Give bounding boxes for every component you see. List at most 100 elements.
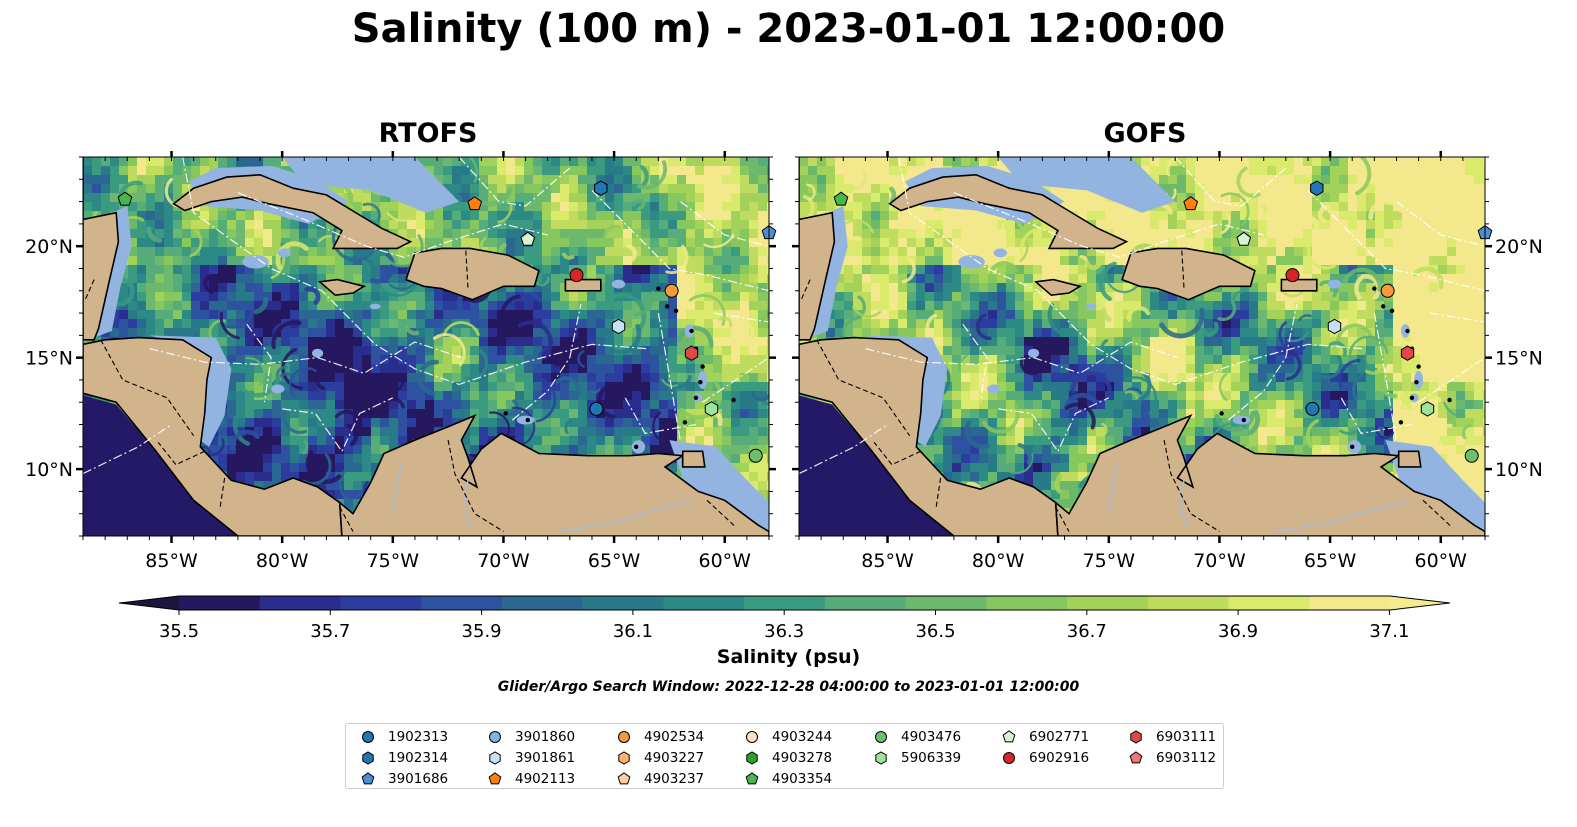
float-marker-6903111[interactable] xyxy=(684,345,699,361)
legend-item-4903237[interactable]: 4903237 xyxy=(616,768,704,789)
lat-tick-label: 15°N xyxy=(25,348,73,370)
map-panel-gofs[interactable]: 85°W 80°W 75°W 70°W 65°W 60°W 20°N 15°N 10°N xyxy=(784,151,1543,572)
float-marker-4903354[interactable] xyxy=(117,191,133,206)
legend-marker-4902534[interactable] xyxy=(618,730,630,743)
colorbar-segment xyxy=(663,596,745,610)
legend-item-3901861[interactable]: 3901861 xyxy=(487,747,575,768)
float-marker-6902916[interactable] xyxy=(1285,268,1300,283)
float-marker-6902771[interactable] xyxy=(1236,231,1252,246)
legend-item-4903476[interactable]: 4903476 xyxy=(873,726,961,747)
land-yucatan xyxy=(799,157,836,341)
legend-marker-6902916[interactable] xyxy=(1003,751,1015,764)
lon-tick-label: 80°W xyxy=(256,550,309,572)
land xyxy=(83,157,769,536)
legend-item-4903244[interactable]: 4903244 xyxy=(744,726,832,747)
pentagon-marker-icon xyxy=(617,771,631,784)
legend-marker-5906339[interactable] xyxy=(875,750,887,765)
legend-item-4903354[interactable]: 4903354 xyxy=(744,768,832,789)
eez-boundaries xyxy=(83,157,769,475)
legend-label: 5906339 xyxy=(901,749,962,766)
float-marker-3901861[interactable] xyxy=(1327,318,1342,335)
lat-tick-label: 20°N xyxy=(25,236,73,258)
float-marker-1902313[interactable] xyxy=(1305,401,1320,416)
legend-item-4902534[interactable]: 4902534 xyxy=(616,726,704,747)
float-marker-4903476[interactable] xyxy=(1464,448,1479,463)
legend-marker-6903111[interactable] xyxy=(1130,729,1142,744)
legend-marker-4903237[interactable] xyxy=(617,771,631,784)
float-marker-1902314[interactable] xyxy=(1310,180,1324,196)
float-marker-4902534[interactable] xyxy=(664,283,679,298)
legend-marker-6902771[interactable] xyxy=(1002,729,1016,742)
legend-item-6903111[interactable]: 6903111 xyxy=(1128,726,1216,747)
legend-column: 4903244 4903278 4903354 xyxy=(744,726,832,789)
float-marker-3901861[interactable] xyxy=(611,318,626,335)
legend-item-4903278[interactable]: 4903278 xyxy=(744,747,832,768)
legend-item-6902771[interactable]: 6902771 xyxy=(1001,726,1089,747)
float-marker-5906339[interactable] xyxy=(704,401,719,417)
lon-tick-label: 75°W xyxy=(1083,550,1136,572)
hexagon-marker-icon xyxy=(362,750,374,765)
legend-marker-4902113[interactable] xyxy=(488,771,502,784)
float-marker-6902771[interactable] xyxy=(520,231,536,246)
float-marker-6903111[interactable] xyxy=(1400,345,1415,361)
colorbar-tick-label: 35.7 xyxy=(310,621,350,642)
legend-label: 6903112 xyxy=(1156,749,1217,766)
land-centralam xyxy=(799,336,1059,536)
legend-item-3901860[interactable]: 3901860 xyxy=(487,726,575,747)
legend-item-6903112[interactable]: 6903112 xyxy=(1128,747,1216,768)
float-markers xyxy=(117,180,777,463)
legend-marker-4903227[interactable] xyxy=(618,750,630,765)
legend-marker-4903278[interactable] xyxy=(746,750,758,765)
colorbar-segment xyxy=(582,596,664,610)
pentagon-marker-icon xyxy=(488,771,502,784)
float-marker-5906339[interactable] xyxy=(1420,401,1435,417)
circle-marker-icon xyxy=(1003,751,1015,764)
legend-marker-1902313[interactable] xyxy=(362,730,374,743)
lat-tick-label: 15°N xyxy=(1495,348,1543,370)
lon-tick-label: 65°W xyxy=(588,550,641,572)
colorbar-tick-label: 35.5 xyxy=(159,621,199,642)
panel-title-rtofs: RTOFS xyxy=(378,118,478,149)
legend-marker-1902314[interactable] xyxy=(362,750,374,765)
land-trinidad xyxy=(681,450,706,468)
legend-marker-3901860[interactable] xyxy=(489,730,501,743)
land-puertorico xyxy=(564,278,602,292)
colorbar-segment xyxy=(1067,596,1149,610)
legend-label: 4903237 xyxy=(644,770,705,787)
legend-item-6902916[interactable]: 6902916 xyxy=(1001,747,1089,768)
legend-label: 3901860 xyxy=(515,728,576,745)
legend-marker-4903244[interactable] xyxy=(746,730,758,743)
float-marker-4903476[interactable] xyxy=(748,448,763,463)
legend-item-1902314[interactable]: 1902314 xyxy=(360,747,448,768)
legend-marker-3901861[interactable] xyxy=(489,750,501,765)
legend-item-4902113[interactable]: 4902113 xyxy=(487,768,575,789)
figure-title: Salinity (100 m) - 2023-01-01 12:00:00 xyxy=(351,6,1226,52)
colorbar-tick-label: 37.1 xyxy=(1369,621,1409,642)
lat-tick-label: 20°N xyxy=(1495,236,1543,258)
float-marker-4902534[interactable] xyxy=(1380,283,1395,298)
pacific-deep-water xyxy=(83,395,238,536)
map-panel-rtofs[interactable]: 85°W 80°W 75°W 70°W 65°W 60°W 20°N 15°N 10°N xyxy=(25,151,786,572)
legend-marker-4903476[interactable] xyxy=(875,730,887,743)
float-marker-4902113[interactable] xyxy=(467,196,483,211)
float-marker-4903354[interactable] xyxy=(833,191,849,206)
legend-item-3901686[interactable]: 3901686 xyxy=(360,768,448,789)
legend-item-5906339[interactable]: 5906339 xyxy=(873,747,961,768)
legend-marker-6903112[interactable] xyxy=(1129,750,1143,763)
legend-marker-3901686[interactable] xyxy=(361,771,375,784)
float-marker-6902916[interactable] xyxy=(569,268,584,283)
legend-item-1902313[interactable]: 1902313 xyxy=(360,726,448,747)
float-marker-1902314[interactable] xyxy=(594,180,608,196)
map-frame xyxy=(798,156,1486,537)
circle-marker-icon xyxy=(618,730,630,743)
legend-marker-4903354[interactable] xyxy=(745,771,759,784)
float-marker-4902113[interactable] xyxy=(1183,196,1199,211)
colorbar-tick-label: 36.1 xyxy=(613,621,653,642)
colorbar-segment xyxy=(1147,596,1230,610)
colorbar-tick-label: 35.9 xyxy=(462,621,502,642)
axis-ticks xyxy=(792,151,1492,543)
legend-item-4903227[interactable]: 4903227 xyxy=(616,747,704,768)
float-marker-1902313[interactable] xyxy=(589,401,604,416)
float-legend: 1902313 1902314 3901686 3901860 3901861 49021… xyxy=(345,723,1224,789)
